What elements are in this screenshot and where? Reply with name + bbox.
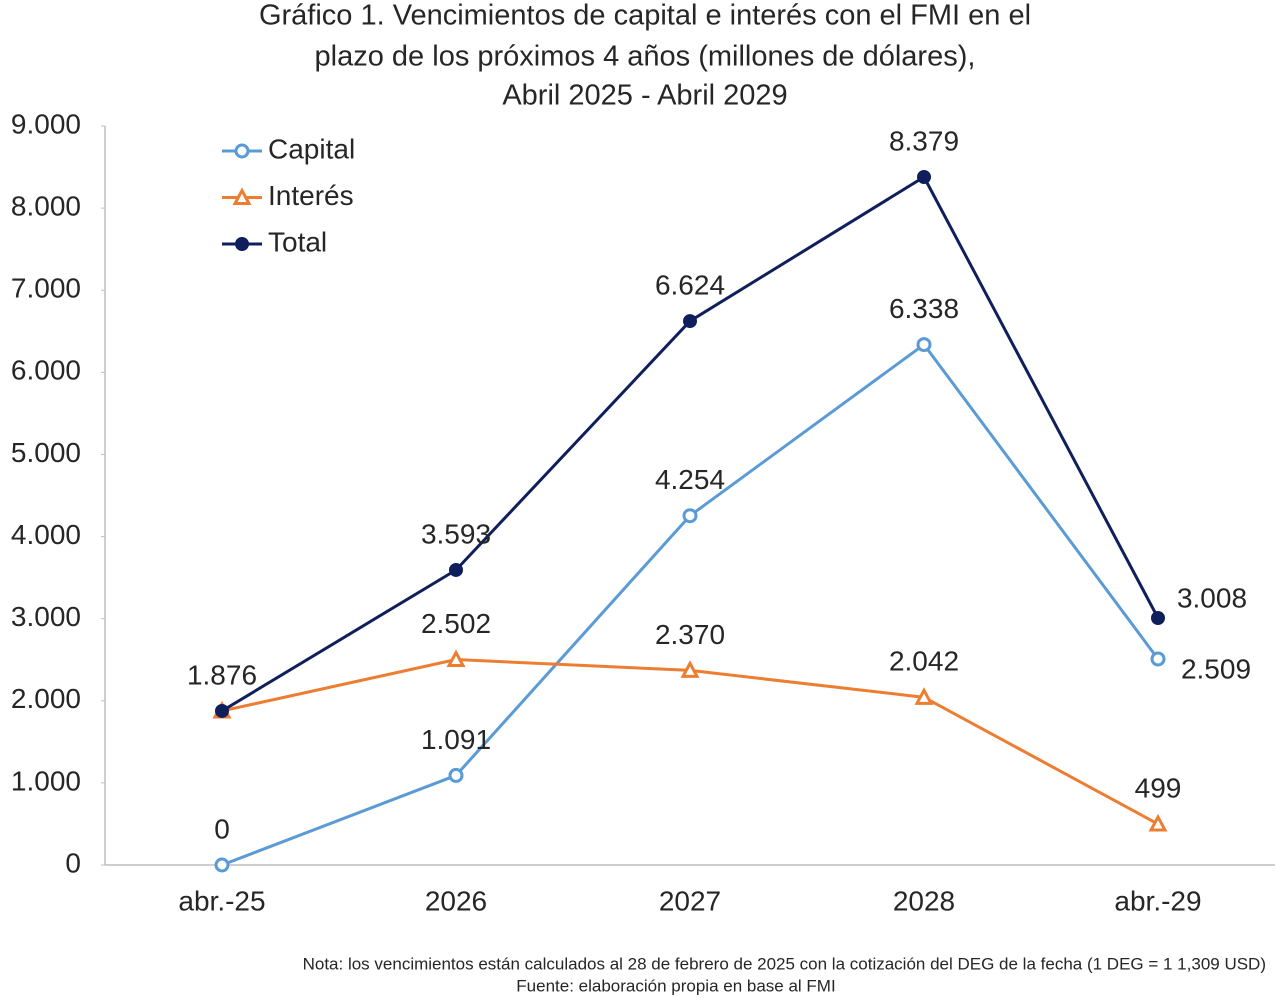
legend-label: Capital [268, 133, 355, 164]
data-point [448, 767, 464, 783]
legend-label: Total [268, 226, 327, 257]
data-label: 2.502 [421, 608, 491, 639]
data-point [449, 562, 463, 577]
data-point [446, 649, 466, 668]
series-line [221, 658, 1159, 826]
y-tick-label: 5.000 [11, 437, 81, 468]
data-point [683, 314, 697, 329]
y-tick-label: 3.000 [11, 601, 81, 632]
data-point [682, 508, 698, 524]
x-tick-label: abr.-29 [1114, 885, 1201, 916]
y-tick-label: 8.000 [11, 191, 81, 222]
data-label: 2.042 [889, 646, 959, 677]
y-tick-label: 4.000 [11, 519, 81, 550]
data-point [680, 660, 700, 678]
data-point [914, 687, 934, 705]
series-line [221, 342, 1160, 867]
data-label: 0 [214, 813, 230, 844]
data-point [1151, 611, 1165, 626]
x-tick-label: 2026 [425, 885, 487, 916]
data-label: 6.338 [889, 293, 959, 324]
data-point [1150, 651, 1166, 667]
data-label: 8.379 [889, 125, 959, 156]
y-tick-label: 2.000 [11, 683, 81, 714]
legend-marker [234, 143, 250, 159]
data-label: 3.008 [1177, 582, 1247, 613]
chart-title: Gráfico 1. Vencimientos de capital e int… [259, 0, 1031, 32]
data-label: 2.370 [655, 619, 725, 650]
data-point [916, 337, 932, 353]
data-point [1148, 813, 1168, 832]
y-tick-label: 0 [65, 847, 81, 878]
data-label: 4.254 [655, 464, 725, 495]
y-tick-label: 1.000 [11, 765, 81, 796]
legend-label: Interés [268, 180, 354, 211]
chart-title: plazo de los próximos 4 años (millones d… [315, 41, 976, 73]
data-label: 499 [1135, 772, 1182, 803]
data-label: 2.509 [1181, 653, 1251, 684]
data-point [917, 169, 931, 184]
data-label: 6.624 [655, 269, 725, 300]
data-label: 1.091 [421, 724, 491, 755]
data-point [214, 857, 230, 873]
chart-title: Abril 2025 - Abril 2029 [502, 80, 787, 112]
data-point [215, 703, 229, 718]
data-label: 3.593 [421, 518, 491, 549]
data-label: 1.876 [187, 659, 257, 690]
x-tick-label: 2027 [659, 885, 721, 916]
y-tick-label: 7.000 [11, 273, 81, 304]
legend-marker [235, 237, 249, 251]
y-tick-label: 6.000 [11, 355, 81, 386]
y-tick-label: 9.000 [11, 108, 81, 139]
source: Fuente: elaboración propia en base al FM… [516, 976, 835, 995]
note: Nota: los vencimientos están calculados … [303, 954, 1266, 973]
x-tick-label: 2028 [893, 885, 955, 916]
legend-marker [232, 187, 252, 205]
x-tick-label: abr.-25 [178, 885, 265, 916]
